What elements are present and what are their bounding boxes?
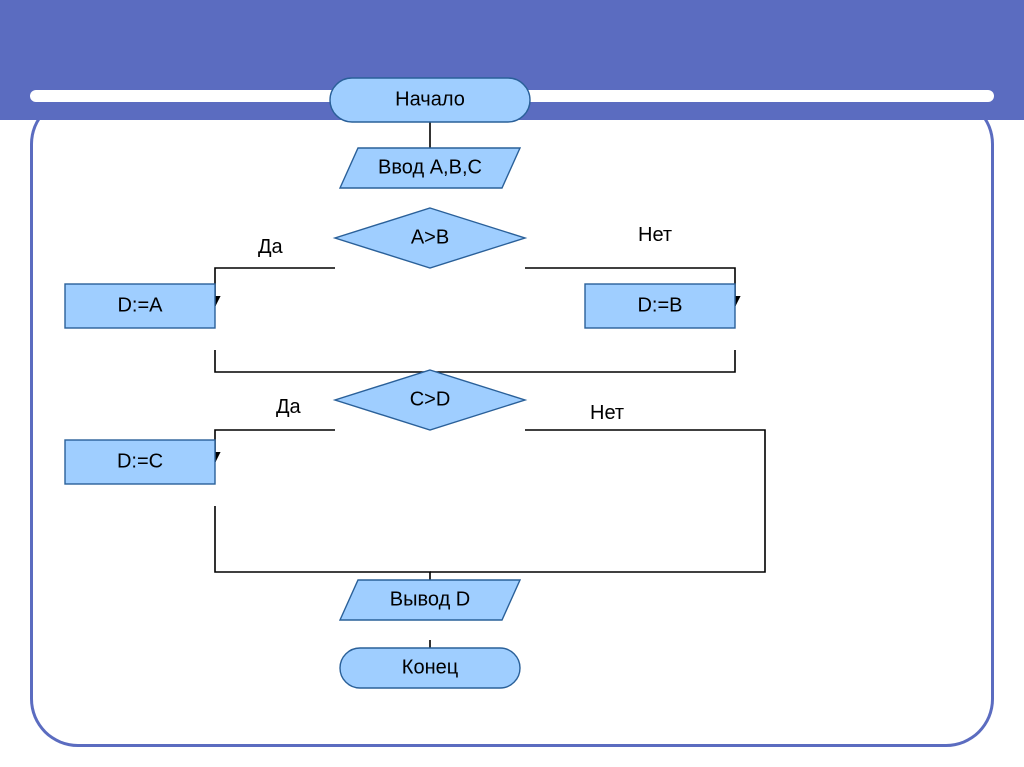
flow-edge [430, 350, 735, 372]
node-label-output: Вывод D [390, 589, 470, 612]
node-label-input: Ввод A,B,C [378, 157, 482, 180]
node-label-da: D:=A [117, 295, 162, 318]
edge-label-0: Да [258, 236, 283, 259]
flow-edge [215, 430, 335, 462]
edge-label-3: Нет [590, 402, 624, 425]
node-label-dec2: C>D [410, 389, 451, 412]
flowchart-canvas [0, 0, 1024, 767]
edge-label-1: Нет [638, 224, 672, 247]
node-label-dec1: A>B [411, 227, 449, 250]
node-label-end: Конец [402, 657, 458, 680]
flow-edge [430, 430, 765, 572]
node-label-start: Начало [395, 89, 465, 112]
flow-edge [215, 268, 335, 306]
node-label-dc: D:=C [117, 451, 163, 474]
edge-label-2: Да [276, 396, 301, 419]
node-label-db: D:=B [637, 295, 682, 318]
